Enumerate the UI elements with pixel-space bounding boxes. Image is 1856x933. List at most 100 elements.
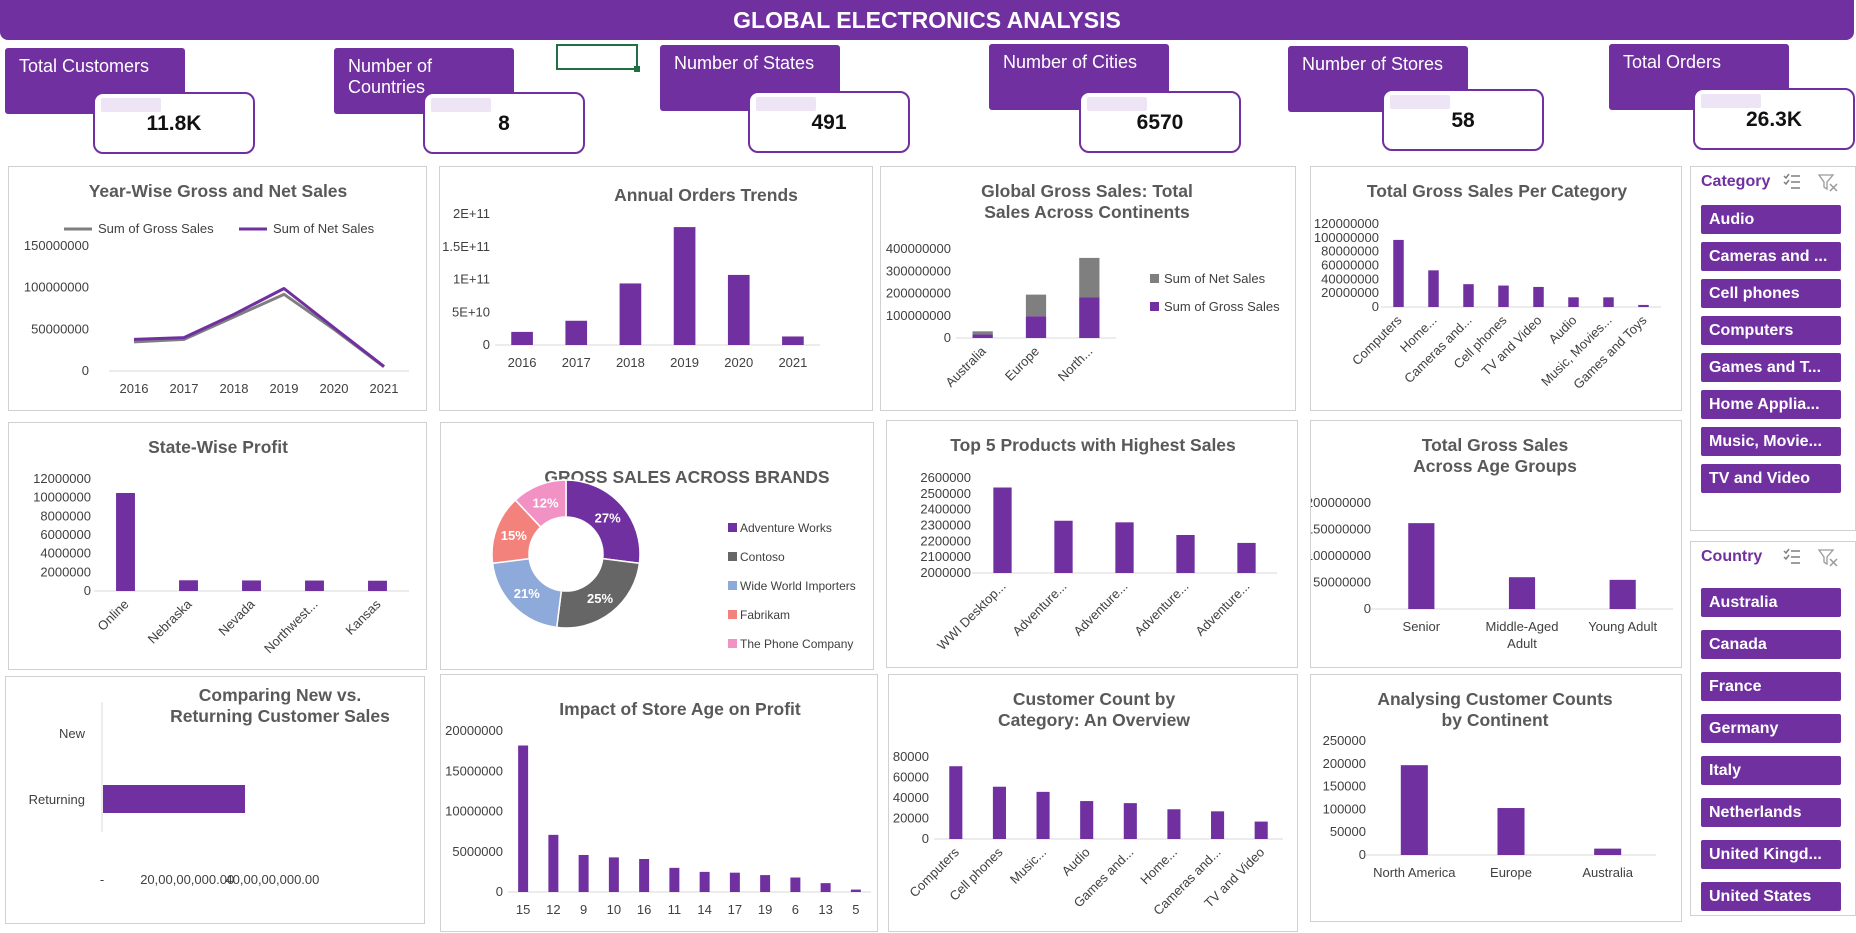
x-tick-label: Computers [1349, 312, 1405, 368]
y-tick-label: 20000 [893, 811, 929, 826]
y-tick-label: 60000 [893, 770, 929, 785]
y-tick-label: 6000000 [40, 527, 91, 542]
chart-title: Across Age Groups [1413, 456, 1577, 476]
bar-segment [972, 331, 993, 335]
slicer-item-netherlands[interactable]: Netherlands [1701, 798, 1841, 827]
legend-swatch [1150, 302, 1159, 311]
bar [1211, 811, 1225, 839]
kpi-value: 8 [498, 112, 510, 135]
slicer-item-italy[interactable]: Italy [1701, 756, 1841, 785]
bar [992, 786, 1006, 839]
multi-select-icon[interactable] [1781, 171, 1803, 193]
y-tick-label: New [59, 726, 86, 741]
legend-label: Adventure Works [740, 521, 832, 535]
bar [368, 580, 387, 591]
legend-swatch [728, 581, 737, 590]
clear-filter-icon[interactable] [1817, 171, 1839, 193]
x-tick-label: 5 [852, 902, 859, 917]
x-tick-label: Australia [942, 343, 989, 390]
kpi-value: 6570 [1136, 111, 1184, 134]
series-line [133, 292, 385, 369]
x-tick-label: North America [1373, 865, 1456, 880]
bar [1167, 809, 1181, 839]
x-tick-label: Nevada [215, 596, 258, 639]
slicer-item-cameras[interactable]: Cameras and ... [1701, 242, 1841, 271]
selected-cell[interactable] [556, 44, 638, 70]
kpi-value-box: 58 [1382, 89, 1544, 151]
slicer-item-united-states[interactable]: United States [1701, 882, 1841, 911]
legend-swatch [1150, 274, 1159, 283]
bar [1463, 284, 1474, 307]
x-tick-label: 2018 [616, 355, 645, 370]
slicer-item-united-kingdom[interactable]: United Kingd... [1701, 840, 1841, 869]
chart-title: Total Gross Sales [1422, 435, 1569, 455]
y-tick-label: 80000000 [1321, 244, 1379, 259]
chart-title: Impact of Store Age on Profit [559, 699, 801, 719]
bar [1497, 808, 1525, 855]
slicer-title: Country [1701, 548, 1763, 565]
slicer-item-australia[interactable]: Australia [1701, 588, 1841, 617]
bar [511, 331, 533, 345]
legend-swatch [728, 552, 737, 561]
bar [760, 875, 771, 892]
series-line [133, 287, 385, 368]
bar-segment [1079, 297, 1100, 338]
bar [242, 580, 261, 591]
chart-title: Annual Orders Trends [614, 185, 798, 205]
x-tick-label: Australia [1582, 865, 1633, 880]
y-tick-label: 100000000 [24, 280, 89, 295]
x-tick-label: Home... [1137, 845, 1180, 888]
slicer-country: Country Australia Canada France Germany … [1690, 541, 1856, 916]
slicer-item-audio[interactable]: Audio [1701, 205, 1841, 234]
fill-handle[interactable] [634, 66, 640, 72]
donut-slice [555, 557, 641, 629]
chart-customer-continent: Analysing Customer Counts by Continent 0 50… [1310, 674, 1682, 922]
bar [1533, 286, 1544, 307]
y-tick-label: 2500000 [920, 486, 971, 501]
bar [727, 274, 750, 345]
x-tick-label: Audio [1059, 845, 1093, 879]
slicer-item-games[interactable]: Games and T... [1701, 353, 1841, 382]
bar-segment [1025, 294, 1047, 317]
slicer-item-tv-video[interactable]: TV and Video [1701, 464, 1841, 493]
x-tick-label: 13 [818, 902, 832, 917]
clear-filter-icon[interactable] [1817, 546, 1839, 568]
slicer-item-germany[interactable]: Germany [1701, 714, 1841, 743]
slicer-item-home-appliances[interactable]: Home Applia... [1701, 390, 1841, 419]
legend-label: Sum of Gross Sales [98, 221, 214, 236]
y-tick-label: 2000000 [920, 565, 971, 580]
chart-continent-sales: Global Gross Sales: Total Sales Across Co… [880, 166, 1296, 411]
y-tick-label: 400000000 [886, 241, 951, 256]
x-tick-label: 2020 [724, 355, 753, 370]
x-tick-label: 16 [637, 902, 651, 917]
y-tick-label: 5000000 [452, 844, 503, 859]
x-tick-label: 2019 [670, 355, 699, 370]
x-tick-label: 11 [668, 902, 682, 917]
kpi-label: Number of Countries [334, 48, 514, 114]
y-tick-label: 40000 [893, 790, 929, 805]
x-tick-label: North... [1055, 344, 1096, 385]
slicer-item-france[interactable]: France [1701, 672, 1841, 701]
x-tick-label: 2017 [562, 355, 591, 370]
x-tick-label: Kansas [342, 596, 384, 638]
slicer-item-canada[interactable]: Canada [1701, 630, 1841, 659]
y-tick-label: 15000000 [445, 763, 503, 778]
multi-select-icon[interactable] [1781, 546, 1803, 568]
y-tick-label: 0 [82, 363, 89, 378]
x-tick-label: 12 [546, 902, 560, 917]
chart-annual-orders: Annual Orders Trends 0 5E+10 1E+11 1.5E+11 2E… [439, 166, 873, 411]
slicer-item-cell-phones[interactable]: Cell phones [1701, 279, 1841, 308]
bar [619, 283, 642, 345]
kpi-value: 11.8K [146, 112, 202, 135]
slicer-item-music-movies[interactable]: Music, Movie... [1701, 427, 1841, 456]
legend-swatch [728, 610, 737, 619]
legend-label: Contoso [740, 550, 785, 564]
y-tick-label: 2E+11 [453, 206, 490, 221]
y-tick-label: 8000000 [40, 508, 91, 523]
legend-label: The Phone Company [740, 637, 853, 651]
bar [1603, 297, 1614, 307]
bar [1254, 821, 1268, 839]
slice-label: 12% [533, 495, 559, 510]
y-tick-label: 100000 [1323, 801, 1366, 816]
slicer-item-computers[interactable]: Computers [1701, 316, 1841, 345]
